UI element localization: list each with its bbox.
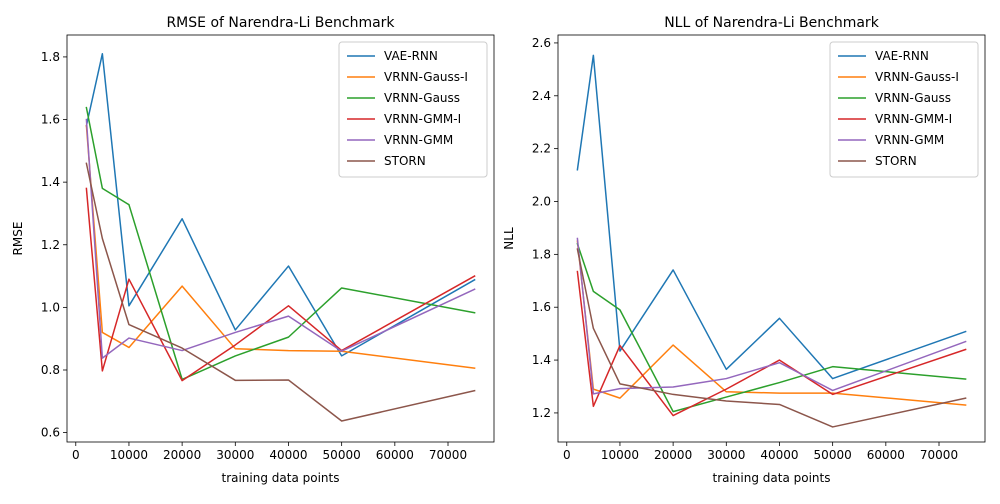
y-tick-label: 1.8	[532, 247, 551, 261]
x-tick-label: 0	[72, 448, 80, 462]
legend-label: VAE-RNN	[384, 49, 438, 63]
legend-box	[829, 41, 979, 178]
series-line-vrnn-gauss-i	[85, 124, 476, 369]
legend-label: VRNN-GMM-I	[384, 112, 461, 126]
x-tick-label: 70000	[920, 448, 958, 462]
x-tick-label: 60000	[867, 448, 905, 462]
series-line-vrnn-gauss	[576, 242, 967, 413]
x-tick-label: 70000	[429, 448, 467, 462]
series-line-vrnn-gauss	[85, 106, 476, 381]
series-line-vae-rnn	[576, 54, 967, 380]
x-tick-label: 30000	[216, 448, 254, 462]
x-tick-label: 30000	[707, 448, 745, 462]
legend-label: VRNN-GMM	[384, 133, 453, 147]
x-tick-label: 40000	[269, 448, 307, 462]
legend-label: VRNN-Gauss-I	[875, 70, 959, 84]
plot-frame	[557, 34, 986, 443]
y-tick-label: 0.6	[41, 426, 60, 440]
x-tick-label: 50000	[814, 448, 852, 462]
y-tick-label: 1.2	[41, 238, 60, 252]
chart-panel-1: RMSE of Narendra-Li Benchmark 0 10000 20000…	[11, 15, 495, 485]
y-tick-label: 1.0	[41, 300, 60, 314]
y-tick-label: 2.6	[532, 36, 551, 50]
chart-title: RMSE of Narendra-Li Benchmark	[166, 15, 395, 31]
y-tick-label: 1.4	[532, 353, 551, 367]
x-tick-label: 10000	[601, 448, 639, 462]
legend-label: VRNN-Gauss	[875, 91, 951, 105]
chart-title: NLL of Narendra-Li Benchmark	[664, 15, 880, 31]
plot-frame	[66, 34, 495, 443]
legend: VAE-RNN VRNN-Gauss-I VRNN-Gauss VRNN-GMM-I V…	[829, 41, 979, 178]
y-axis-label: RMSE	[11, 222, 25, 256]
series-line-vrnn-gmm	[85, 118, 476, 359]
legend-box	[338, 41, 488, 178]
series-line-vae-rnn	[85, 53, 476, 357]
y-tick-label: 0.8	[41, 363, 60, 377]
y-tick-label: 1.8	[41, 50, 60, 64]
legend-label: VRNN-Gauss	[384, 91, 460, 105]
x-tick-label: 10000	[110, 448, 148, 462]
series-line-vrnn-gauss-i	[576, 240, 967, 406]
x-axis-label: training data points	[221, 471, 339, 485]
y-tick-label: 2.0	[532, 195, 551, 209]
legend-label: VRNN-GMM-I	[875, 112, 952, 126]
x-tick-label: 20000	[163, 448, 201, 462]
x-tick-label: 20000	[654, 448, 692, 462]
legend-label: STORN	[875, 154, 917, 168]
y-tick-label: 1.4	[41, 175, 60, 189]
x-axis-label: training data points	[712, 471, 830, 485]
x-tick-label: 0	[563, 448, 571, 462]
y-axis-label: NLL	[502, 227, 516, 250]
x-tick-label: 60000	[376, 448, 414, 462]
y-tick-label: 2.2	[532, 142, 551, 156]
y-tick-label: 1.2	[532, 406, 551, 420]
legend: VAE-RNN VRNN-Gauss-I VRNN-Gauss VRNN-GMM-I V…	[338, 41, 488, 178]
y-tick-label: 2.4	[532, 89, 551, 103]
y-tick-label: 1.6	[41, 113, 60, 127]
series-line-vrnn-gmm-i	[576, 270, 967, 417]
series-line-storn	[85, 162, 476, 422]
chart-panel-2: NLL of Narendra-Li Benchmark 0 10000 20000 3…	[502, 15, 986, 485]
x-tick-label: 50000	[323, 448, 361, 462]
series-line-vrnn-gmm	[576, 237, 967, 395]
legend-label: VAE-RNN	[875, 49, 929, 63]
series-line-vrnn-gmm-i	[85, 187, 476, 382]
x-tick-label: 40000	[760, 448, 798, 462]
legend-label: VRNN-Gauss-I	[384, 70, 468, 84]
legend-label: VRNN-GMM	[875, 133, 944, 147]
legend-label: STORN	[384, 154, 426, 168]
y-tick-label: 1.6	[532, 300, 551, 314]
series-line-storn	[576, 248, 967, 428]
